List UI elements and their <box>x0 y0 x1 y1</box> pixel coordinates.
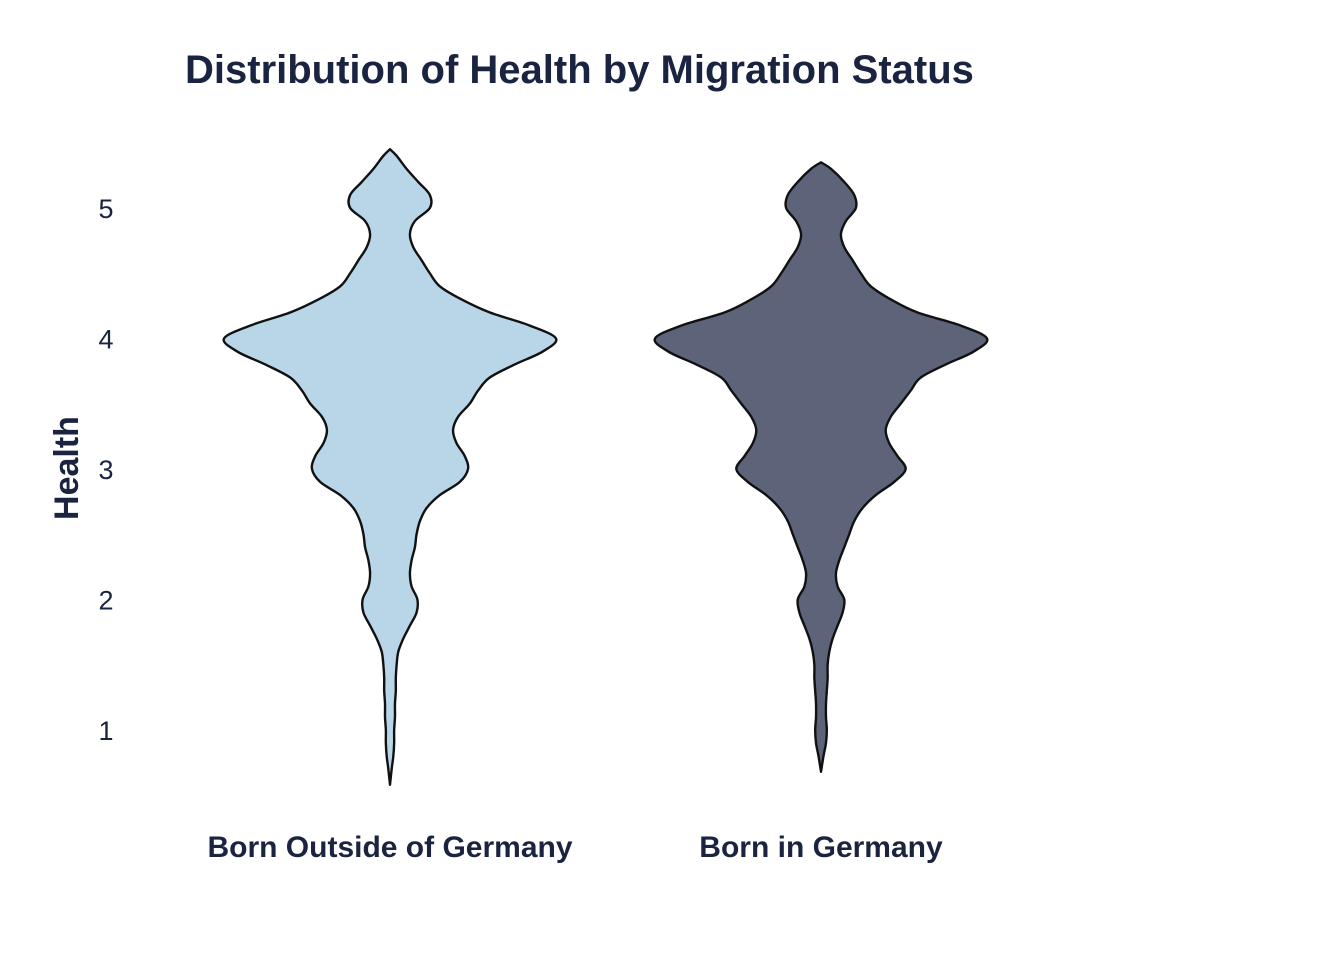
violin-born-in-germany <box>653 161 989 773</box>
y-tick-label: 4 <box>98 325 113 355</box>
y-tick-label: 2 <box>98 586 113 616</box>
y-tick-label: 3 <box>98 455 113 485</box>
violin-born-outside-germany <box>222 148 558 787</box>
chart-title: Distribution of Health by Migration Stat… <box>185 48 974 92</box>
x-category-label: Born in Germany <box>699 831 943 864</box>
x-category-label: Born Outside of Germany <box>207 831 572 864</box>
violins <box>222 148 989 787</box>
y-tick-label: 5 <box>98 194 113 224</box>
y-axis-title: Health <box>48 416 86 520</box>
x-axis-labels: Born Outside of Germany Born in Germany <box>207 831 943 864</box>
y-tick-label: 1 <box>98 716 113 746</box>
y-axis-ticks: 1 2 3 4 5 <box>98 194 113 746</box>
